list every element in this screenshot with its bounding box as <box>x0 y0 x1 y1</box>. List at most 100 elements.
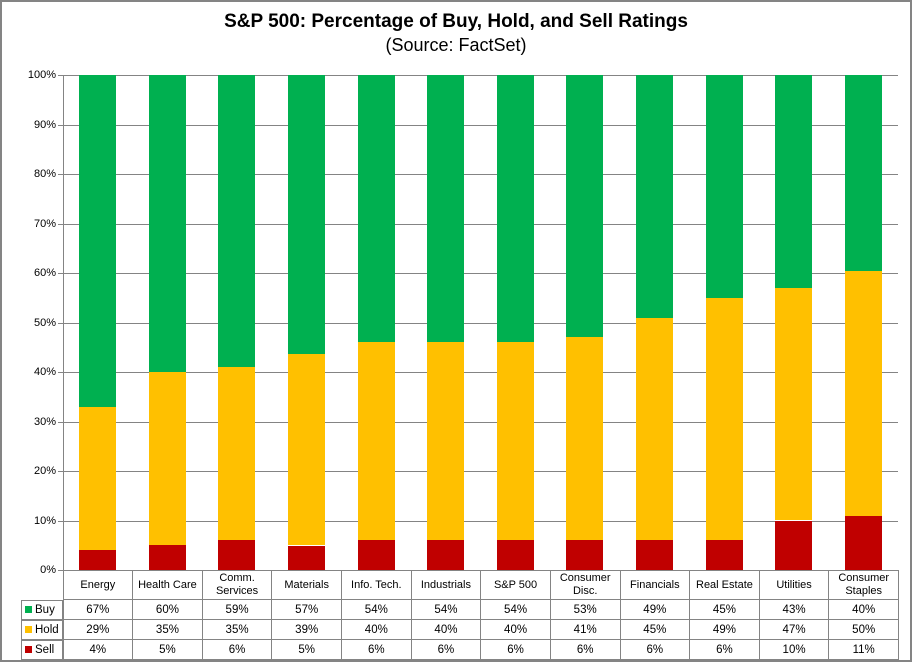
bar-segment-buy <box>79 75 117 407</box>
bar-segment-sell <box>427 540 465 570</box>
value-cell-buy: 59% <box>201 599 273 620</box>
category-header-cell: Materials <box>271 570 342 600</box>
legend-key-hold: Hold <box>21 619 63 640</box>
y-axis-tick-label: 80% <box>33 168 56 180</box>
value-cell-buy: 53% <box>549 599 621 620</box>
legend-swatch-buy <box>25 606 32 613</box>
bar-segment-hold <box>775 287 813 521</box>
y-gridline <box>63 471 898 472</box>
y-axis-tick-label: 40% <box>33 366 56 378</box>
bar-segment-buy <box>705 75 743 298</box>
value-cell-buy: 60% <box>132 599 203 620</box>
category-header-cell: Energy <box>62 570 134 600</box>
value-cell-sell: 6% <box>201 639 273 660</box>
chart-data-table: Energy Health Care Comm. Services Materials… <box>21 570 899 660</box>
value-cell-sell: 6% <box>549 639 621 660</box>
y-axis-tick-label: 50% <box>33 316 56 329</box>
y-gridline <box>63 322 898 324</box>
y-axis-tick <box>58 520 63 522</box>
bar-segment-hold <box>288 354 326 546</box>
category-header-cell: Financials <box>619 570 691 600</box>
bar-segment-buy <box>566 75 604 338</box>
value-cell-hold: 35% <box>201 619 273 640</box>
y-gridline <box>63 75 898 76</box>
value-cell-hold: 35% <box>132 619 203 640</box>
value-cell-sell: 6% <box>341 639 412 660</box>
value-cell-buy: 40% <box>828 599 899 620</box>
bar-segment-buy <box>148 75 186 372</box>
y-axis-tick <box>58 421 63 423</box>
value-cell-sell: 6% <box>410 639 482 660</box>
value-cell-hold: 41% <box>549 619 621 640</box>
bar-segment-hold <box>635 317 673 541</box>
category-header-cell: Info. Tech. <box>341 570 412 600</box>
table-corner-blank <box>21 571 63 600</box>
value-cell-sell: 4% <box>62 639 134 660</box>
y-axis-tick-label: 10% <box>33 514 56 527</box>
bar-segment-hold <box>427 342 465 541</box>
category-header-cell: Real Estate <box>689 570 760 600</box>
y-axis-line <box>63 75 64 570</box>
y-gridline <box>63 372 898 373</box>
bar-segment-sell <box>79 550 117 570</box>
bar-segment-hold <box>566 337 604 541</box>
bar-segment-sell <box>148 545 186 570</box>
bar-segment-hold <box>357 342 395 541</box>
bar-segment-hold <box>844 271 882 517</box>
value-cell-hold: 50% <box>828 619 899 640</box>
y-axis-tick <box>58 273 63 274</box>
bar-segment-sell <box>635 540 673 570</box>
legend-key-buy: Buy <box>21 599 63 620</box>
value-cell-buy: 45% <box>689 599 760 620</box>
chart-title: S&P 500: Percentage of Buy, Hold, and Se… <box>224 11 688 32</box>
category-header-cell: Health Care <box>132 570 203 600</box>
bar-segment-buy <box>635 75 673 318</box>
value-cell-hold: 45% <box>619 619 691 640</box>
value-cell-sell: 6% <box>480 639 551 660</box>
legend-label: Hold <box>35 623 59 636</box>
value-cell-hold: 29% <box>62 619 134 640</box>
y-axis-tick-label: 90% <box>33 118 56 131</box>
bar-segment-hold <box>218 367 256 541</box>
y-axis-tick <box>58 75 63 76</box>
category-header-cell: Consumer Disc. <box>549 570 621 600</box>
y-gridline <box>63 520 898 522</box>
bar-segment-buy <box>427 75 465 343</box>
legend-key-sell: Sell <box>21 639 63 660</box>
value-cell-hold: 47% <box>758 619 830 640</box>
value-cell-sell: 6% <box>689 639 760 660</box>
y-axis-tick-label: 70% <box>33 217 56 230</box>
value-cell-sell: 6% <box>619 639 691 660</box>
table-row-buy: Buy 67% 60% 59% 57% 54% 54% 54% 53% 49% 45% 43% 40% <box>21 599 899 620</box>
value-cell-hold: 40% <box>410 619 482 640</box>
value-cell-hold: 40% <box>480 619 551 640</box>
bar-segment-buy <box>775 75 813 288</box>
value-cell-buy: 57% <box>271 599 342 620</box>
value-cell-buy: 49% <box>619 599 691 620</box>
legend-swatch-sell <box>25 646 32 653</box>
bar-segment-sell <box>775 520 813 570</box>
bar-segment-sell <box>566 540 604 570</box>
bar-segment-sell <box>218 540 256 570</box>
category-header-cell: Utilities <box>758 570 830 600</box>
legend-label: Sell <box>35 643 55 656</box>
bar-segment-hold <box>148 372 186 546</box>
y-axis-tick <box>58 570 63 571</box>
value-cell-buy: 54% <box>480 599 551 620</box>
y-axis-tick-label: 100% <box>27 69 56 81</box>
y-axis-tick-label: 20% <box>33 465 56 477</box>
y-gridline <box>63 223 898 225</box>
chart-subtitle: (Source: FactSet) <box>385 35 527 55</box>
y-axis-tick-label: 30% <box>33 415 56 428</box>
value-cell-sell: 11% <box>828 639 899 660</box>
bar-segment-buy <box>288 75 326 355</box>
value-cell-buy: 67% <box>62 599 134 620</box>
y-axis-tick <box>58 322 63 324</box>
y-axis-tick <box>58 372 63 373</box>
bar-segment-buy <box>844 75 882 272</box>
bar-segment-hold <box>496 342 534 541</box>
y-axis-tick-label: 60% <box>33 267 56 279</box>
table-row-sell: Sell 4% 5% 6% 5% 6% 6% 6% 6% 6% 6% 10% 11% <box>21 639 899 660</box>
